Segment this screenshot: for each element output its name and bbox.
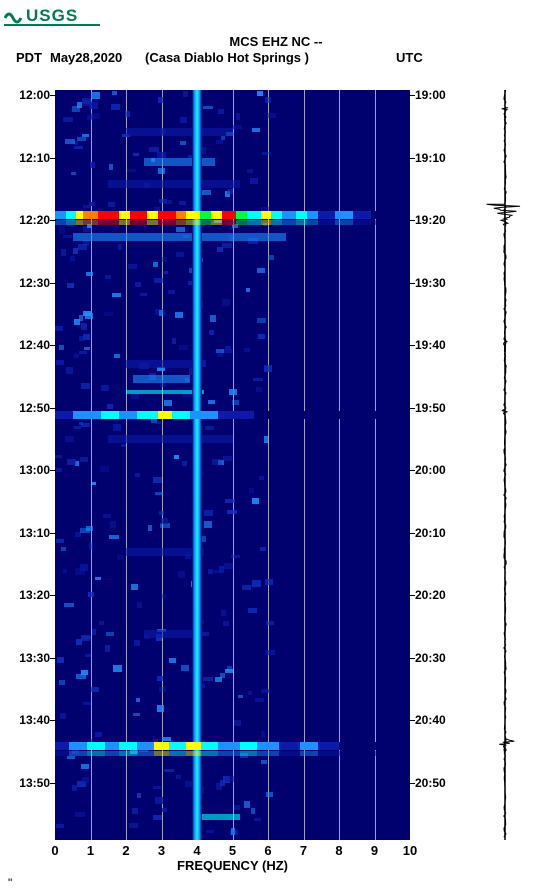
left-time-tick: 12:50: [19, 401, 50, 415]
left-time-tick: 13:20: [19, 588, 50, 602]
freq-tick: 0: [51, 843, 58, 858]
freq-tick: 3: [158, 843, 165, 858]
seismogram-trace: [470, 90, 540, 840]
left-time-tick: 12:00: [19, 88, 50, 102]
right-time-tick: 20:20: [415, 588, 446, 602]
right-time-tick: 20:00: [415, 463, 446, 477]
left-tz-label: PDT: [16, 50, 42, 65]
left-time-tick: 13:00: [19, 463, 50, 477]
right-time-tick: 19:30: [415, 276, 446, 290]
left-time-tick: 13:10: [19, 526, 50, 540]
date-label: May28,2020: [50, 50, 122, 65]
freq-tick: 9: [371, 843, 378, 858]
freq-tick: 8: [335, 843, 342, 858]
footer-mark: ": [8, 876, 12, 890]
logo-text: USGS: [26, 6, 78, 25]
plot-area: 12:00 12:10 12:20 12:30 12:40 12:50 13:00 13:10…: [0, 76, 552, 876]
freq-tick: 5: [229, 843, 236, 858]
logo-wave-icon: [5, 14, 21, 22]
left-time-tick: 13:50: [19, 776, 50, 790]
usgs-logo: USGS: [4, 4, 100, 26]
spectrogram: [55, 90, 410, 840]
freq-tick: 7: [300, 843, 307, 858]
right-time-tick: 19:10: [415, 151, 446, 165]
x-axis-label: FREQUENCY (HZ): [55, 858, 410, 873]
freq-tick: 6: [264, 843, 271, 858]
right-tz-label: UTC: [396, 50, 423, 65]
left-time-tick: 12:30: [19, 276, 50, 290]
plot-title: MCS EHZ NC --: [0, 34, 552, 49]
right-time-tick: 19:50: [415, 401, 446, 415]
page: USGS MCS EHZ NC -- PDT May28,2020 (Casa …: [0, 0, 552, 892]
right-time-tick: 20:40: [415, 713, 446, 727]
right-time-tick: 20:10: [415, 526, 446, 540]
left-time-tick: 12:10: [19, 151, 50, 165]
freq-tick: 4: [193, 843, 200, 858]
right-time-tick: 20:50: [415, 776, 446, 790]
right-time-tick: 19:00: [415, 88, 446, 102]
left-time-tick: 13:40: [19, 713, 50, 727]
right-time-tick: 19:40: [415, 338, 446, 352]
title-text: MCS EHZ NC --: [229, 34, 322, 49]
freq-tick: 2: [122, 843, 129, 858]
freq-tick: 1: [87, 843, 94, 858]
right-time-tick: 20:30: [415, 651, 446, 665]
left-time-tick: 12:40: [19, 338, 50, 352]
left-time-tick: 12:20: [19, 213, 50, 227]
right-time-tick: 19:20: [415, 213, 446, 227]
station-label: (Casa Diablo Hot Springs ): [145, 50, 309, 65]
freq-tick: 10: [403, 843, 417, 858]
left-time-tick: 13:30: [19, 651, 50, 665]
